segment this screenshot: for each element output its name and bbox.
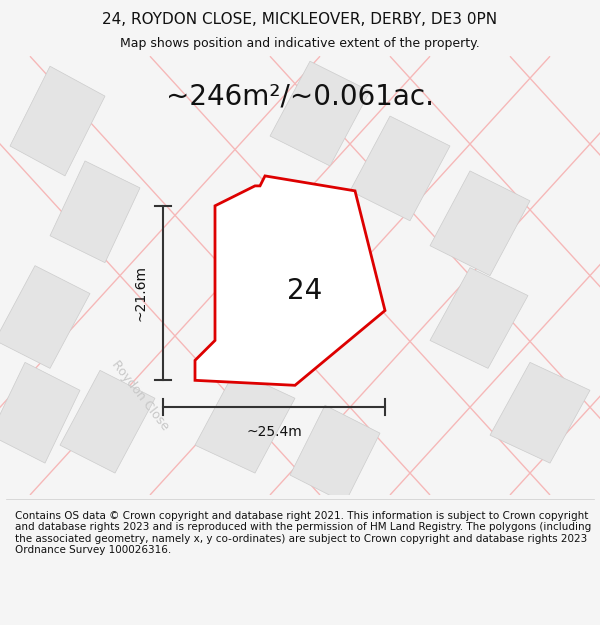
Polygon shape [195,176,385,385]
Polygon shape [270,61,370,166]
Text: Contains OS data © Crown copyright and database right 2021. This information is : Contains OS data © Crown copyright and d… [15,511,591,556]
Text: 24, ROYDON CLOSE, MICKLEOVER, DERBY, DE3 0PN: 24, ROYDON CLOSE, MICKLEOVER, DERBY, DE3… [103,12,497,28]
Polygon shape [60,371,155,473]
Polygon shape [0,266,90,368]
Polygon shape [290,405,380,503]
Polygon shape [430,171,530,276]
Text: ~25.4m: ~25.4m [246,425,302,439]
Polygon shape [0,362,80,463]
Polygon shape [430,268,528,368]
Polygon shape [490,362,590,463]
Text: Roydon Close: Roydon Close [109,358,171,432]
Polygon shape [10,66,105,176]
Polygon shape [195,371,295,473]
Text: ~21.6m: ~21.6m [134,265,148,321]
Text: ~246m²/~0.061ac.: ~246m²/~0.061ac. [166,82,434,110]
Text: 24: 24 [287,277,323,304]
Polygon shape [50,161,140,262]
Text: Map shows position and indicative extent of the property.: Map shows position and indicative extent… [120,36,480,49]
Polygon shape [350,116,450,221]
